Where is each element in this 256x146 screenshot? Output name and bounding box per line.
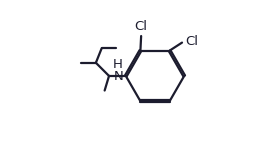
Text: Cl: Cl <box>185 35 198 48</box>
Text: H
N: H N <box>113 58 123 83</box>
Text: Cl: Cl <box>135 20 148 33</box>
